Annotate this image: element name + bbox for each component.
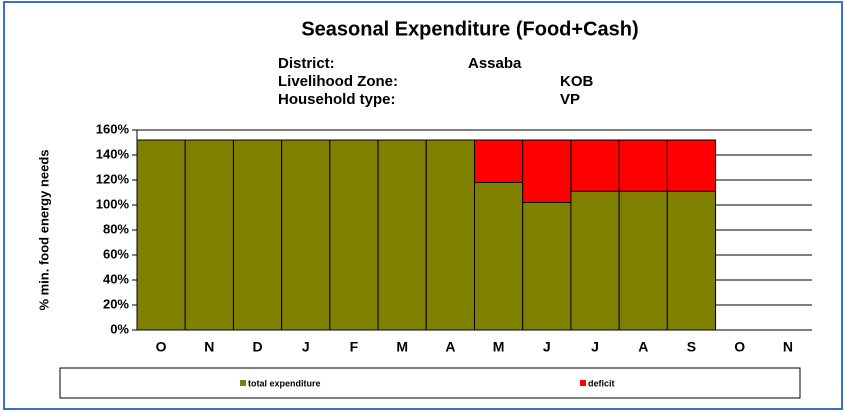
x-tick-label: S [687,339,696,355]
y-tick-label: 120% [96,171,130,186]
bar [184,139,234,331]
chart-title: Seasonal Expenditure (Food+Cash) [301,18,638,40]
y-tick-label: 80% [103,221,129,236]
x-tick-label: J [302,339,310,355]
bar [474,139,524,183]
bar [377,139,427,331]
x-tick-label: J [543,339,551,355]
legend-label: deficit [588,378,615,388]
x-tick-label: A [445,339,455,355]
header-value: KOB [560,73,594,90]
y-tick-label: 60% [103,246,129,261]
bar [281,139,331,331]
header-label: District: [278,55,335,72]
bar [232,139,283,331]
bar [136,139,186,331]
x-tick-label: J [591,339,599,355]
bar [570,139,620,192]
bar [522,139,572,203]
bar [666,139,717,192]
y-tick-label: 20% [103,296,129,311]
x-tick-label: N [783,339,793,355]
x-tick-label: M [493,339,505,355]
header-label: Household type: [278,91,396,108]
y-tick-label: 0% [110,321,129,336]
header-label: Livelihood Zone: [278,73,398,90]
x-tick-label: O [734,339,745,355]
x-tick-label: O [156,339,167,355]
y-tick-label: 40% [103,271,129,286]
bar [570,190,620,331]
legend-box [59,367,801,399]
legend-label: total expenditure [248,378,321,388]
legend-swatch [240,380,246,386]
bar [522,202,572,331]
x-tick-label: D [252,339,262,355]
y-tick-label: 160% [96,121,130,136]
bar [666,190,717,331]
x-tick-label: A [638,339,648,355]
legend-swatch [580,380,586,386]
bar [425,139,475,331]
y-axis-label: % min. food energy needs [36,149,51,310]
y-tick-label: 140% [96,146,130,161]
bar [474,182,524,331]
header-value: Assaba [468,55,522,72]
bar [618,190,668,331]
x-tick-label: F [350,339,359,355]
x-tick-label: M [396,339,408,355]
y-tick-label: 100% [96,196,130,211]
bar [618,139,668,192]
x-tick-label: N [204,339,214,355]
bar [329,139,379,331]
header-value: VP [560,91,580,108]
